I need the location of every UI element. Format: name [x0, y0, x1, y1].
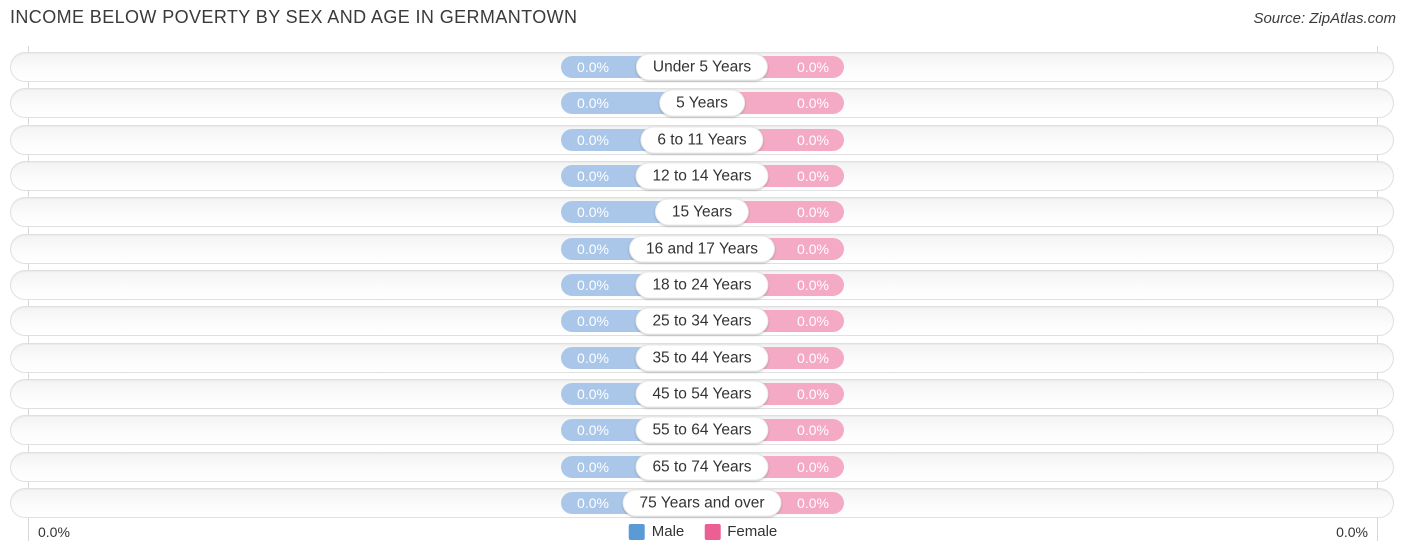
row-track: 0.0% 0.0% 5 Years [10, 88, 1394, 119]
category-label: 5 Years [659, 89, 745, 117]
category-label: 18 to 24 Years [635, 271, 769, 299]
age-row-5: 0.0% 0.0% 15 Years [10, 197, 1394, 228]
female-value: 0.0% [797, 422, 829, 439]
row-track: 0.0% 0.0% 15 Years [10, 197, 1394, 228]
female-value: 0.0% [797, 494, 829, 511]
legend: Male Female [628, 523, 778, 540]
female-value: 0.0% [797, 167, 829, 184]
age-row-8: 0.0% 0.0% 25 to 34 Years [10, 306, 1394, 337]
male-value: 0.0% [577, 385, 609, 402]
category-label: 75 Years and over [622, 489, 782, 517]
female-value: 0.0% [797, 276, 829, 293]
male-value: 0.0% [577, 458, 609, 475]
legend-female-swatch-icon [704, 523, 721, 540]
source-credit: Source: ZipAtlas.com [1253, 10, 1396, 27]
legend-female-label: Female [727, 523, 778, 540]
chart-rows: 0.0% 0.0% Under 5 Years 0.0% 0.0% 5 Years 0.0%… [10, 52, 1394, 518]
row-track: 0.0% 0.0% 12 to 14 Years [10, 160, 1394, 191]
age-row-10: 0.0% 0.0% 45 to 54 Years [10, 378, 1394, 409]
age-row-9: 0.0% 0.0% 35 to 44 Years [10, 342, 1394, 373]
row-track: 0.0% 0.0% 25 to 34 Years [10, 306, 1394, 337]
row-track: 0.0% 0.0% 45 to 54 Years [10, 378, 1394, 409]
female-value: 0.0% [797, 349, 829, 366]
category-label: 12 to 14 Years [635, 162, 769, 190]
male-value: 0.0% [577, 95, 609, 112]
male-value: 0.0% [577, 131, 609, 148]
male-value: 0.0% [577, 494, 609, 511]
male-value: 0.0% [577, 59, 609, 75]
legend-male-label: Male [651, 523, 685, 540]
row-track: 0.0% 0.0% 75 Years and over [10, 487, 1394, 518]
page-title: INCOME BELOW POVERTY BY SEX AND AGE IN G… [10, 7, 578, 27]
male-value: 0.0% [577, 349, 609, 366]
male-value: 0.0% [577, 276, 609, 293]
male-value: 0.0% [577, 313, 609, 330]
category-label: 35 to 44 Years [635, 344, 769, 372]
category-label: 55 to 64 Years [635, 416, 769, 444]
age-row-2: 0.0% 0.0% 5 Years [10, 88, 1394, 119]
row-track: 0.0% 0.0% 65 to 74 Years [10, 451, 1394, 482]
age-row-11: 0.0% 0.0% 55 to 64 Years [10, 415, 1394, 446]
female-value: 0.0% [797, 204, 829, 221]
row-track: 0.0% 0.0% 6 to 11 Years [10, 124, 1394, 155]
category-label: Under 5 Years [635, 53, 769, 81]
row-track: 0.0% 0.0% 55 to 64 Years [10, 415, 1394, 446]
female-value: 0.0% [797, 59, 829, 75]
female-value: 0.0% [797, 385, 829, 402]
age-row-12: 0.0% 0.0% 65 to 74 Years [10, 451, 1394, 482]
female-value: 0.0% [797, 458, 829, 475]
age-row-4: 0.0% 0.0% 12 to 14 Years [10, 160, 1394, 191]
male-value: 0.0% [577, 422, 609, 439]
category-label: 25 to 34 Years [635, 307, 769, 335]
row-track: 0.0% 0.0% 16 and 17 Years [10, 233, 1394, 264]
category-label: 45 to 54 Years [635, 380, 769, 408]
female-value: 0.0% [797, 240, 829, 257]
legend-male-swatch-icon [628, 523, 645, 540]
age-row-6: 0.0% 0.0% 16 and 17 Years [10, 233, 1394, 264]
female-value: 0.0% [797, 95, 829, 112]
female-value: 0.0% [797, 131, 829, 148]
female-value: 0.0% [797, 313, 829, 330]
male-value: 0.0% [577, 167, 609, 184]
age-row-7: 0.0% 0.0% 18 to 24 Years [10, 269, 1394, 300]
row-track: 0.0% 0.0% Under 5 Years [10, 52, 1394, 82]
category-label: 16 and 17 Years [628, 235, 776, 263]
row-track: 0.0% 0.0% 18 to 24 Years [10, 269, 1394, 300]
age-row-13: 0.0% 0.0% 75 Years and over [10, 487, 1394, 518]
category-label: 6 to 11 Years [640, 126, 764, 154]
age-row-3: 0.0% 0.0% 6 to 11 Years [10, 124, 1394, 155]
category-label: 15 Years [654, 198, 750, 226]
row-track: 0.0% 0.0% 35 to 44 Years [10, 342, 1394, 373]
axis-label-right: 0.0% [1336, 524, 1368, 540]
male-value: 0.0% [577, 240, 609, 257]
axis-label-left: 0.0% [38, 524, 70, 540]
category-label: 65 to 74 Years [635, 453, 769, 481]
age-row-1: 0.0% 0.0% Under 5 Years [10, 52, 1394, 82]
male-value: 0.0% [577, 204, 609, 221]
